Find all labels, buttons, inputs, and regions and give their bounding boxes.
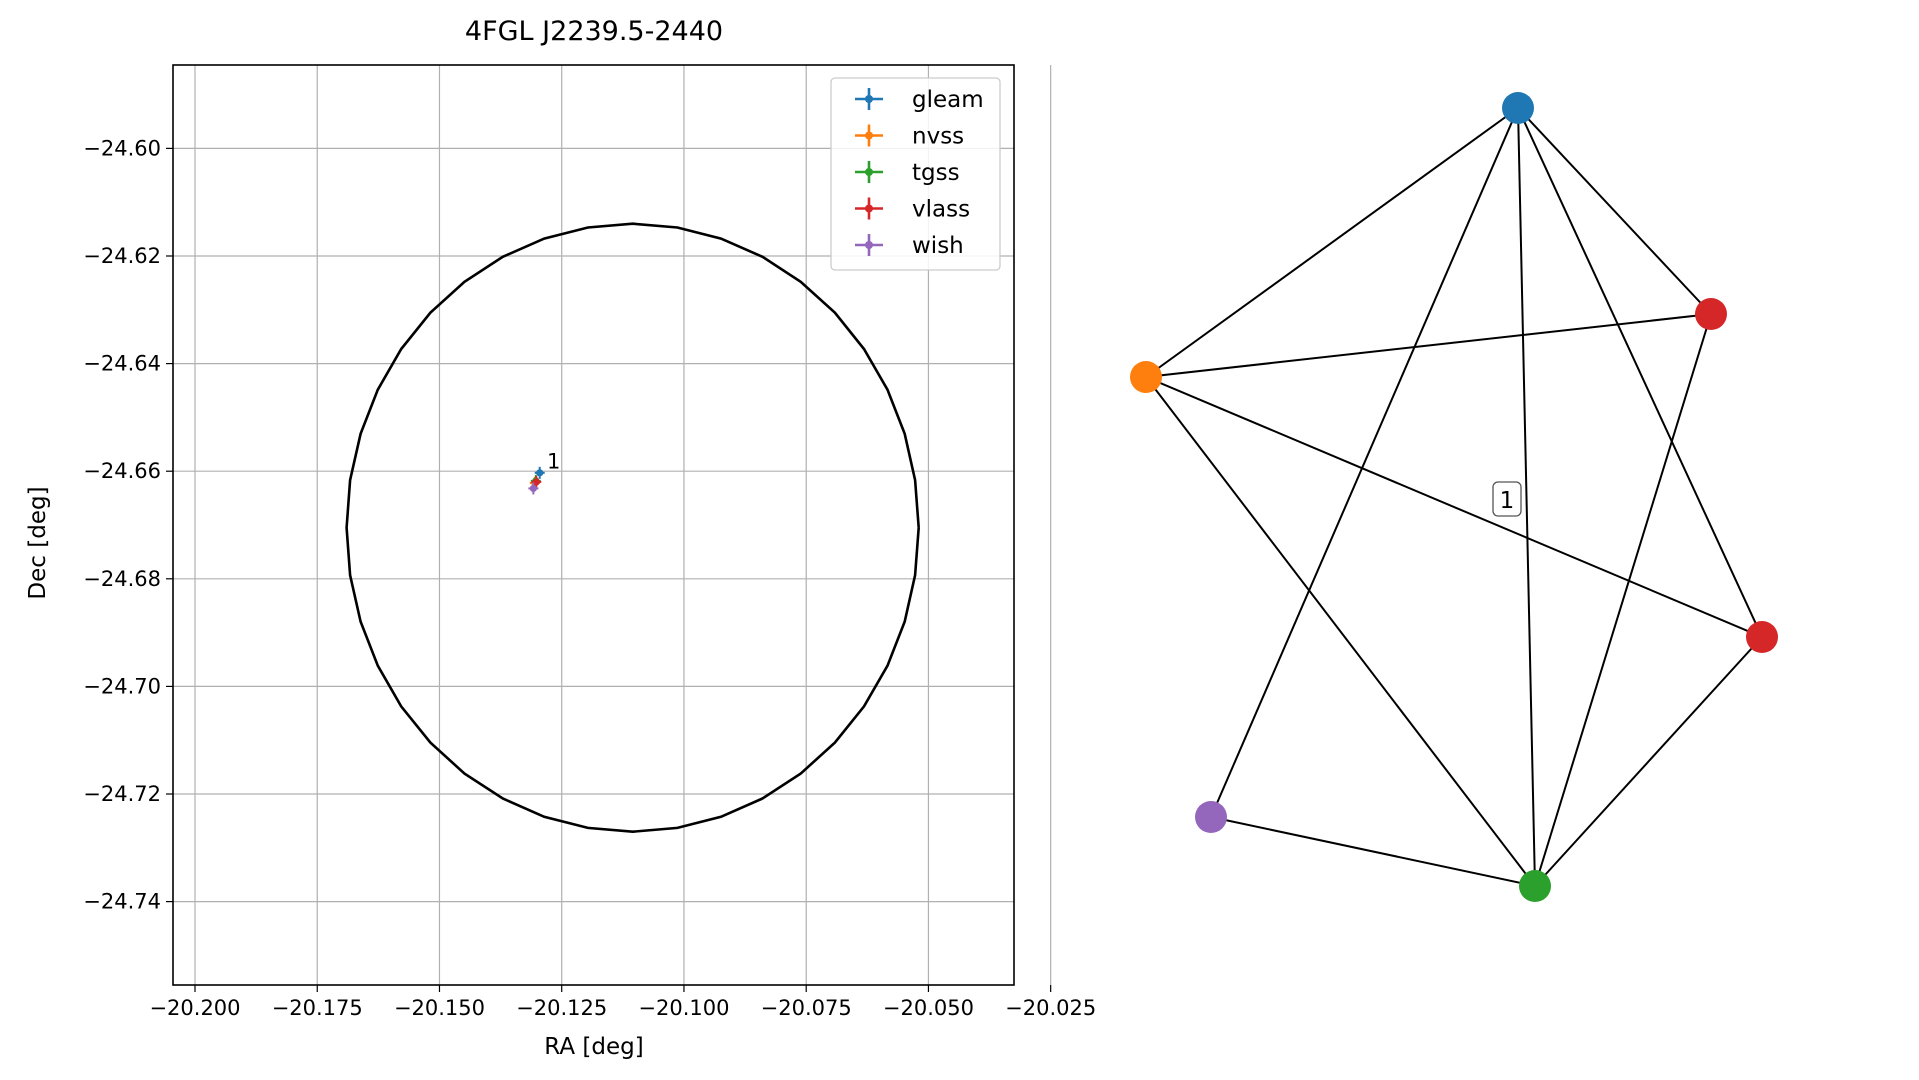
graph-edge <box>1534 636 1763 887</box>
x-tick-label: −20.175 <box>272 996 363 1020</box>
y-tick-label: −24.60 <box>83 136 161 160</box>
legend-item-gleam: gleam <box>855 87 984 113</box>
edge-label: 1 <box>1492 481 1522 517</box>
graph-node-red2 <box>1746 621 1778 653</box>
x-tick-label: −20.125 <box>516 996 607 1020</box>
graph-edge <box>1145 313 1712 378</box>
edge-label-box <box>1492 481 1522 517</box>
y-tick-label: −24.62 <box>83 244 161 268</box>
ellipse-layer <box>345 222 920 834</box>
graph-node-green <box>1519 870 1551 902</box>
legend-frame <box>830 77 1001 271</box>
edge-label-text: 1 <box>1500 488 1515 514</box>
legend-marker-dot <box>865 168 873 176</box>
point-vlass <box>531 475 542 488</box>
x-tick-label: −20.075 <box>761 996 852 1020</box>
y-tick-label: −24.64 <box>83 352 161 376</box>
legend-label: vlass <box>912 197 970 223</box>
edge-layer <box>1145 107 1763 887</box>
points-layer: 1 <box>528 450 560 495</box>
legend-items: gleam nvss tgss vlass wish <box>855 87 984 259</box>
graph-edge <box>1210 816 1536 887</box>
legend-label: nvss <box>912 124 964 150</box>
point-wish <box>528 482 539 495</box>
graph-edge <box>1517 107 1763 638</box>
y-tick-label: −24.72 <box>83 782 161 806</box>
x-tick-label: −20.100 <box>638 996 729 1020</box>
chart-title: 4FGL J2239.5-2440 <box>465 16 723 47</box>
point-marker <box>529 484 537 493</box>
legend-item-nvss: nvss <box>855 124 964 150</box>
graph-edge <box>1534 313 1712 887</box>
x-tick-label: −20.050 <box>883 996 974 1020</box>
legend-marker-dot <box>865 95 873 103</box>
legend-marker-dot <box>865 131 873 140</box>
x-axis-label: RA [deg] <box>544 1034 643 1060</box>
graph-edge <box>1517 107 1536 887</box>
grid <box>173 65 1052 985</box>
graph-node-orange <box>1130 361 1162 393</box>
graph-panel: 1 <box>1130 92 1778 902</box>
point-gleam <box>534 466 545 479</box>
x-axis-ticks: −20.200 −20.175 −20.150 −20.125 −20.100 −20.0… <box>149 985 1096 1020</box>
point-marker <box>536 469 544 477</box>
x-tick-label: −20.200 <box>149 996 240 1020</box>
graph-node-red1 <box>1695 298 1727 330</box>
graph-node-blue <box>1502 92 1534 124</box>
legend-label: tgss <box>912 160 960 186</box>
y-tick-label: −24.70 <box>83 674 161 698</box>
y-axis-ticks: −24.60 −24.62 −24.64 −24.66 −24.68 −24.70 −24.… <box>83 136 173 914</box>
legend-item-tgss: tgss <box>855 160 960 186</box>
graph-node-purple <box>1195 801 1227 833</box>
position-ellipse <box>345 222 920 834</box>
scatter-panel: 4FGL J2239.5-2440 1 −20.200 −20.175 −20.15… <box>25 16 1096 1060</box>
y-axis-label: Dec [deg] <box>25 486 51 599</box>
graph-edge <box>1210 107 1519 818</box>
y-tick-label: −24.66 <box>83 459 161 483</box>
legend-item-vlass: vlass <box>855 197 970 223</box>
legend: gleam nvss tgss vlass wish <box>830 77 1001 271</box>
x-tick-label: −20.025 <box>1005 996 1096 1020</box>
graph-edge <box>1145 107 1519 378</box>
x-tick-label: −20.150 <box>394 996 485 1020</box>
point-annotation: 1 <box>547 450 560 474</box>
point-marker <box>532 478 540 486</box>
legend-marker-dot <box>865 204 873 213</box>
plot-frame <box>172 64 1015 986</box>
legend-item-wish: wish <box>855 233 964 259</box>
graph-edge <box>1517 107 1712 315</box>
graph-edge <box>1145 376 1763 638</box>
node-layer <box>1130 92 1778 902</box>
y-tick-label: −24.68 <box>83 567 161 591</box>
legend-label: wish <box>912 233 964 259</box>
graph-edge <box>1145 376 1536 887</box>
legend-marker-dot <box>865 241 873 249</box>
y-tick-label: −24.74 <box>83 890 161 914</box>
legend-label: gleam <box>912 87 984 113</box>
